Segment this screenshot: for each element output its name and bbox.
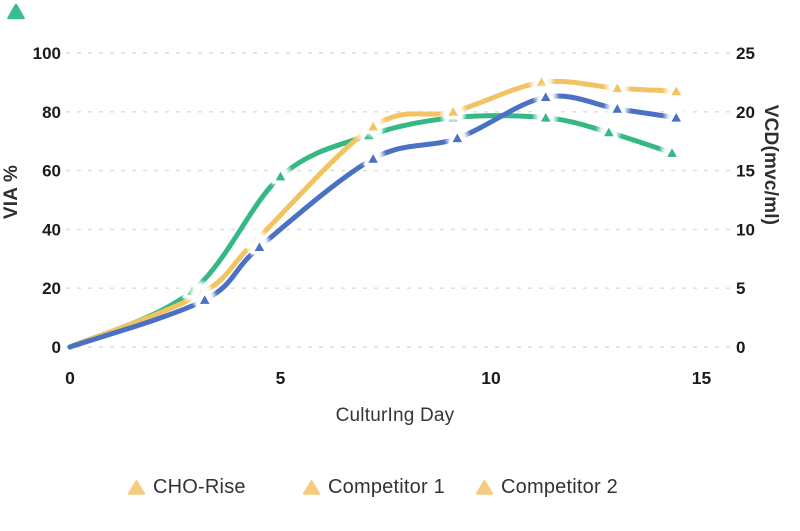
right-tick-label: 20 — [736, 103, 755, 122]
x-axis-ticks: 0 5 10 15 — [65, 368, 711, 388]
marker-triangle-blue — [364, 149, 383, 166]
left-tick-label: 20 — [42, 279, 61, 298]
marker-triangle-yellow — [364, 116, 383, 134]
left-axis-title: VIA % — [1, 164, 22, 220]
marker-triangle-blue — [195, 290, 214, 308]
legend-item-competitor-1: Competitor 1 — [303, 476, 445, 499]
marker-triangle-blue — [608, 99, 627, 116]
x-tick-label: 10 — [481, 368, 501, 388]
marker-triangle-blue — [667, 108, 686, 125]
right-tick-label: 5 — [736, 279, 745, 298]
series-markers — [178, 67, 691, 313]
left-tick-label: 0 — [52, 338, 61, 357]
logo-triangle-icon — [7, 3, 25, 20]
left-tick-label: 80 — [42, 103, 61, 122]
marker-triangle-yellow — [608, 78, 627, 96]
marker-triangle-blue — [536, 87, 555, 105]
x-tick-label: 5 — [276, 368, 286, 388]
marker-triangle-green — [662, 143, 682, 161]
left-tick-label: 40 — [42, 220, 61, 239]
left-axis-ticks: 0 20 40 60 80 100 — [33, 44, 61, 357]
left-tick-label: 100 — [33, 44, 61, 63]
x-axis-title: CulturIng Day — [335, 405, 455, 426]
marker-triangle-green — [536, 108, 555, 125]
x-tick-label: 0 — [65, 368, 75, 388]
legend-label: Competitor 2 — [501, 476, 618, 498]
legend-triangle-icon — [476, 480, 493, 495]
right-tick-label: 0 — [736, 338, 745, 357]
legend-label: Competitor 1 — [328, 476, 445, 498]
right-tick-label: 10 — [736, 220, 755, 239]
marker-triangle-blue — [250, 237, 269, 255]
x-tick-label: 15 — [692, 368, 712, 388]
legend-label: CHO-Rise — [153, 476, 246, 498]
marker-triangle-yellow — [667, 81, 686, 99]
marker-triangle-blue — [448, 128, 467, 146]
plot-area: 0 20 40 60 80 100 0 5 10 15 20 25 0 5 10 15 — [33, 44, 755, 388]
right-tick-label: 15 — [736, 162, 755, 181]
gridlines — [66, 52, 731, 348]
marker-triangle-yellow — [444, 102, 463, 119]
legend-triangle-icon — [303, 480, 320, 495]
legend-triangle-icon — [128, 480, 145, 495]
legend-item-cho-rise: CHO-Rise — [128, 476, 246, 499]
marker-triangle-green — [599, 122, 618, 140]
marker-triangle-green — [271, 166, 290, 184]
right-axis-title: VCD(mvc/ml) — [760, 104, 781, 226]
left-tick-label: 60 — [42, 162, 61, 181]
legend-item-competitor-2: Competitor 2 — [476, 476, 618, 499]
right-tick-label: 25 — [736, 44, 755, 63]
logo-triangle-shape — [7, 3, 25, 20]
right-axis-ticks: 0 5 10 15 20 25 — [736, 44, 755, 357]
